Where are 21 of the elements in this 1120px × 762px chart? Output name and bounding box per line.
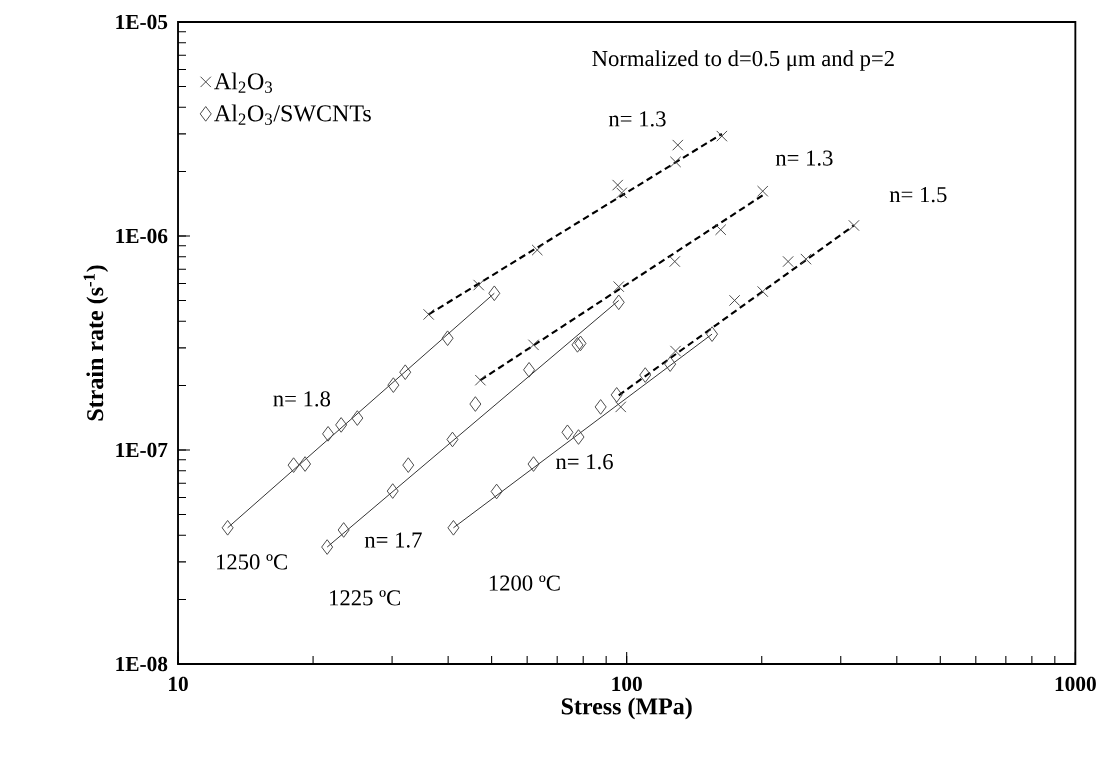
y-tick-label: 1E-07 [116, 442, 168, 458]
annotation: Normalized to d=0.5 μm and p=2 [592, 50, 894, 71]
annotation: n= 1.7 [364, 532, 422, 548]
x-tick-label: 100 [612, 676, 642, 692]
x-tick-label: 10 [169, 676, 188, 692]
annotation: 1250 ºC [217, 554, 287, 570]
annotation: 1200 ºC [489, 575, 560, 591]
y-tick-label: 1E-08 [116, 656, 168, 672]
legend-label: Al$_{2}$O$_{3}$ [214, 72, 273, 93]
x-tick-label: 1000 [1055, 676, 1096, 692]
annotation: 1225 ºC [330, 590, 400, 606]
x-axis-title: Stress (MPa) [561, 697, 692, 720]
annotation: n= 1.5 [889, 187, 947, 203]
y-tick-label: 1E-05 [116, 14, 168, 30]
annotation: n= 1.3 [775, 150, 833, 166]
legend-label: Al$_{2}$O$_{3}$/SWCNTs [214, 104, 371, 125]
annotation: n= 1.8 [273, 391, 331, 407]
annotation: n= 1.6 [555, 454, 613, 470]
y-tick-label: 1E-06 [116, 228, 168, 244]
annotation: n= 1.3 [608, 111, 666, 127]
y-axis-title: Strain rate (s$^{-1}$) [83, 265, 109, 421]
